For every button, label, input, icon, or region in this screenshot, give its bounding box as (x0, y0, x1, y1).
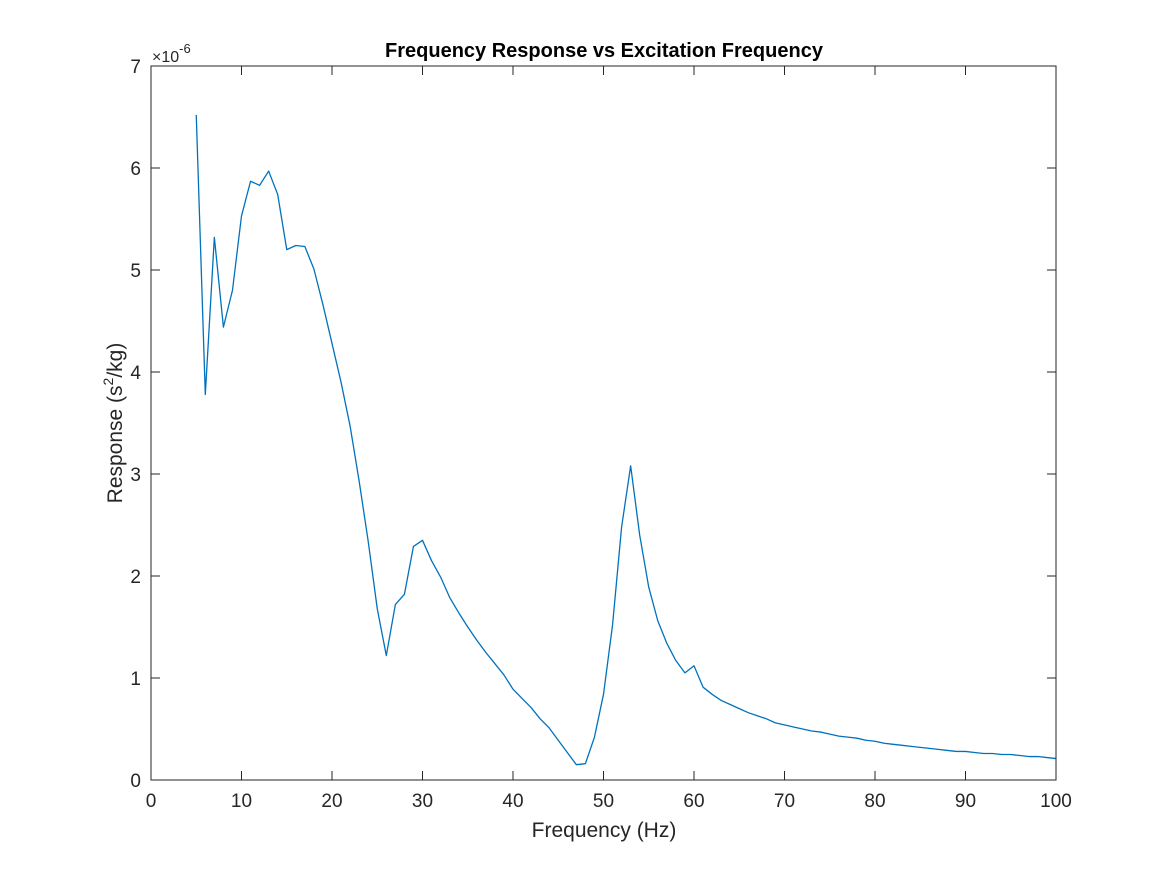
x-tick-label: 70 (774, 791, 795, 812)
y-axis-label: Response (s2/kg) (100, 343, 127, 504)
y-tick-label: 7 (130, 57, 141, 78)
y-tick-label: 1 (130, 669, 141, 690)
x-tick-label: 80 (864, 791, 885, 812)
y-axis-label-suffix: /kg) (104, 343, 127, 378)
y-tick-label: 5 (130, 261, 141, 282)
x-tick-label: 10 (231, 791, 252, 812)
x-tick-label: 0 (146, 791, 157, 812)
x-tick-label: 30 (412, 791, 433, 812)
x-tick-label: 40 (502, 791, 523, 812)
axis-ticks (150, 65, 1057, 781)
y-axis-label-prefix: Response (s (104, 385, 127, 503)
x-tick-label: 50 (593, 791, 614, 812)
x-axis-label: Frequency (Hz) (532, 819, 677, 842)
tick-labels: 0 10 20 30 40 50 60 70 80 90 100 0 1 2 3 4 5 6 7 (130, 57, 1071, 812)
y-tick-label: 2 (130, 567, 141, 588)
y-tick-label: 0 (130, 771, 141, 792)
y-tick-label: 6 (130, 159, 141, 180)
x-tick-label: 20 (321, 791, 342, 812)
axes-background (151, 66, 1056, 780)
x-tick-label: 100 (1040, 791, 1072, 812)
y-axis-exponent-base: ×10 (152, 49, 179, 66)
y-axis-label-superscript: 2 (100, 377, 116, 385)
plot-area (150, 65, 1057, 781)
y-tick-label: 3 (130, 465, 141, 486)
chart-title: Frequency Response vs Excitation Frequen… (385, 40, 824, 62)
series-line (195, 114, 1057, 766)
y-axis-exponent-power: -6 (179, 41, 191, 56)
x-tick-label: 60 (683, 791, 704, 812)
x-tick-label: 90 (955, 791, 976, 812)
y-axis-exponent: ×10-6 (152, 41, 191, 66)
y-tick-label: 4 (130, 363, 141, 384)
